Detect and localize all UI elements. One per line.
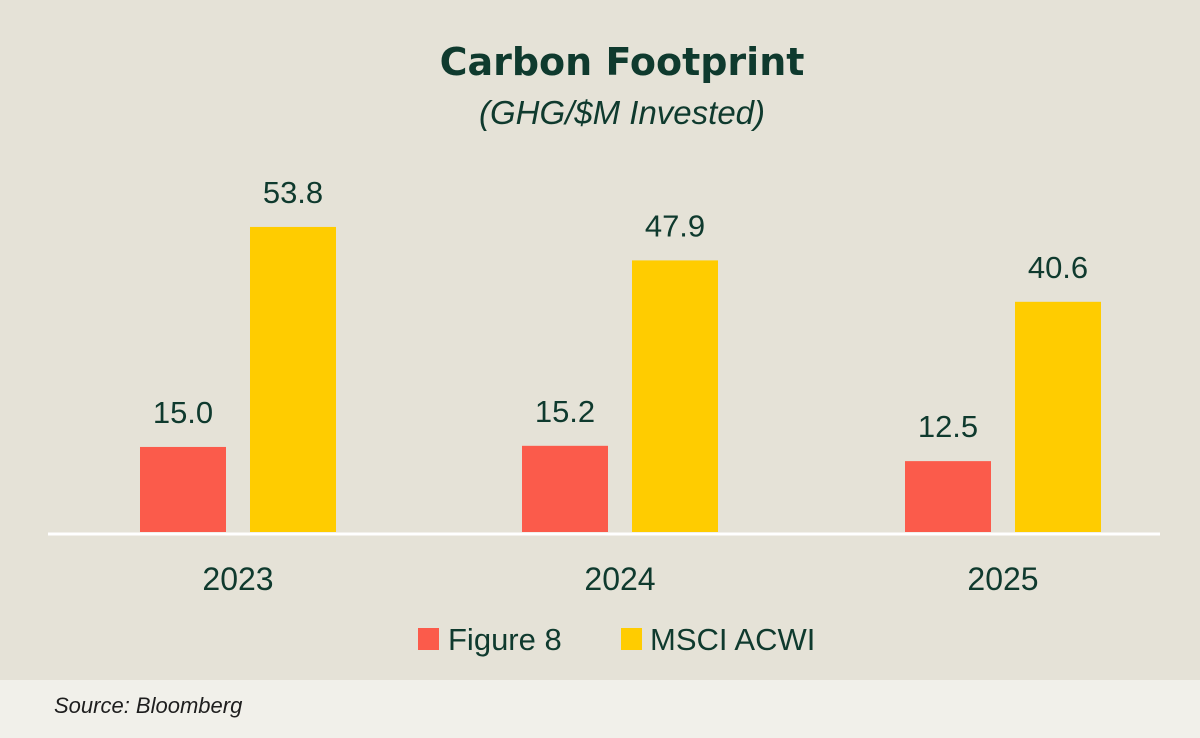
x-tick-label-2025: 2025 bbox=[967, 561, 1038, 597]
bar-figure-8-2024 bbox=[522, 445, 608, 532]
bar-figure-8-2025 bbox=[905, 461, 991, 532]
legend: Figure 8 MSCI ACWI bbox=[418, 622, 815, 657]
legend-swatch-msci-acwi bbox=[621, 628, 642, 650]
footer: Source: Bloomberg bbox=[0, 680, 1200, 738]
value-label-msci-acwi-2024: 47.9 bbox=[645, 208, 705, 243]
bar-figure-8-2023 bbox=[140, 446, 226, 532]
chart-title: Carbon Footprint bbox=[440, 40, 805, 84]
legend-swatch-figure-8 bbox=[418, 628, 439, 650]
value-label-figure-8-2024: 15.2 bbox=[535, 394, 595, 429]
value-label-msci-acwi-2025: 40.6 bbox=[1028, 250, 1088, 285]
legend-label-figure-8: Figure 8 bbox=[448, 622, 562, 657]
value-label-figure-8-2023: 15.0 bbox=[153, 395, 213, 430]
x-tick-label-2023: 2023 bbox=[202, 561, 273, 597]
chart-container: Carbon Footprint (GHG/$M Invested) 15.0 5… bbox=[48, 40, 1160, 657]
value-label-figure-8-2025: 12.5 bbox=[918, 409, 978, 444]
x-tick-label-2024: 2024 bbox=[584, 561, 655, 597]
legend-label-msci-acwi: MSCI ACWI bbox=[650, 622, 815, 657]
bar-msci-acwi-2025 bbox=[1015, 301, 1101, 532]
chart-subtitle: (GHG/$M Invested) bbox=[479, 94, 765, 131]
source-note: Source: Bloomberg bbox=[54, 693, 243, 718]
bar-msci-acwi-2023 bbox=[250, 226, 336, 533]
bar-msci-acwi-2024 bbox=[632, 260, 718, 532]
category-labels: 2023 2024 2025 bbox=[202, 561, 1038, 597]
value-label-msci-acwi-2023: 53.8 bbox=[263, 175, 323, 210]
bar-chart: Carbon Footprint (GHG/$M Invested) 15.0 5… bbox=[48, 40, 1160, 657]
bars-group: 15.0 53.8 15.2 47.9 12.5 40.6 bbox=[140, 175, 1101, 533]
